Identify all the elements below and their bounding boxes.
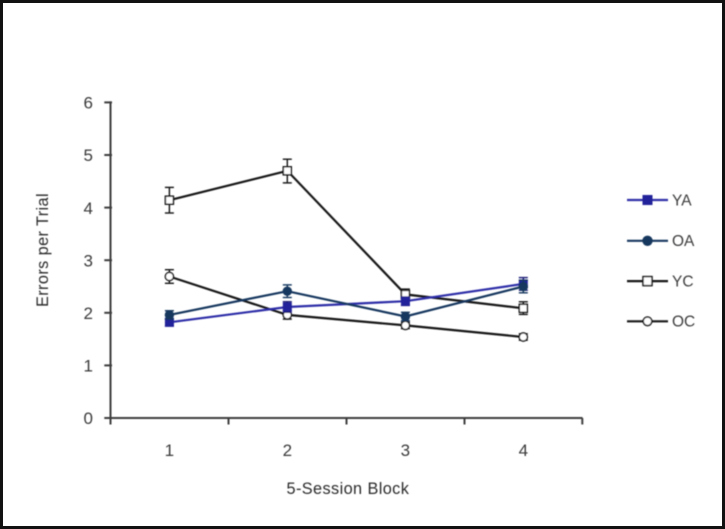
svg-text:4: 4 (84, 199, 93, 218)
svg-text:1: 1 (165, 441, 174, 460)
svg-text:Errors per Trial: Errors per Trial (34, 193, 52, 307)
svg-text:3: 3 (84, 251, 93, 270)
svg-text:2: 2 (84, 304, 93, 323)
svg-text:1: 1 (84, 357, 93, 376)
svg-text:3: 3 (401, 441, 410, 460)
svg-text:OA: OA (672, 233, 695, 250)
svg-text:6: 6 (84, 94, 93, 113)
svg-text:0: 0 (84, 409, 93, 428)
svg-text:4: 4 (519, 441, 528, 460)
svg-text:YA: YA (672, 192, 692, 209)
svg-text:5: 5 (84, 146, 93, 165)
svg-text:2: 2 (283, 441, 292, 460)
svg-text:5-Session Block: 5-Session Block (287, 480, 410, 498)
svg-text:OC: OC (672, 314, 695, 331)
svg-text:YC: YC (672, 274, 694, 291)
